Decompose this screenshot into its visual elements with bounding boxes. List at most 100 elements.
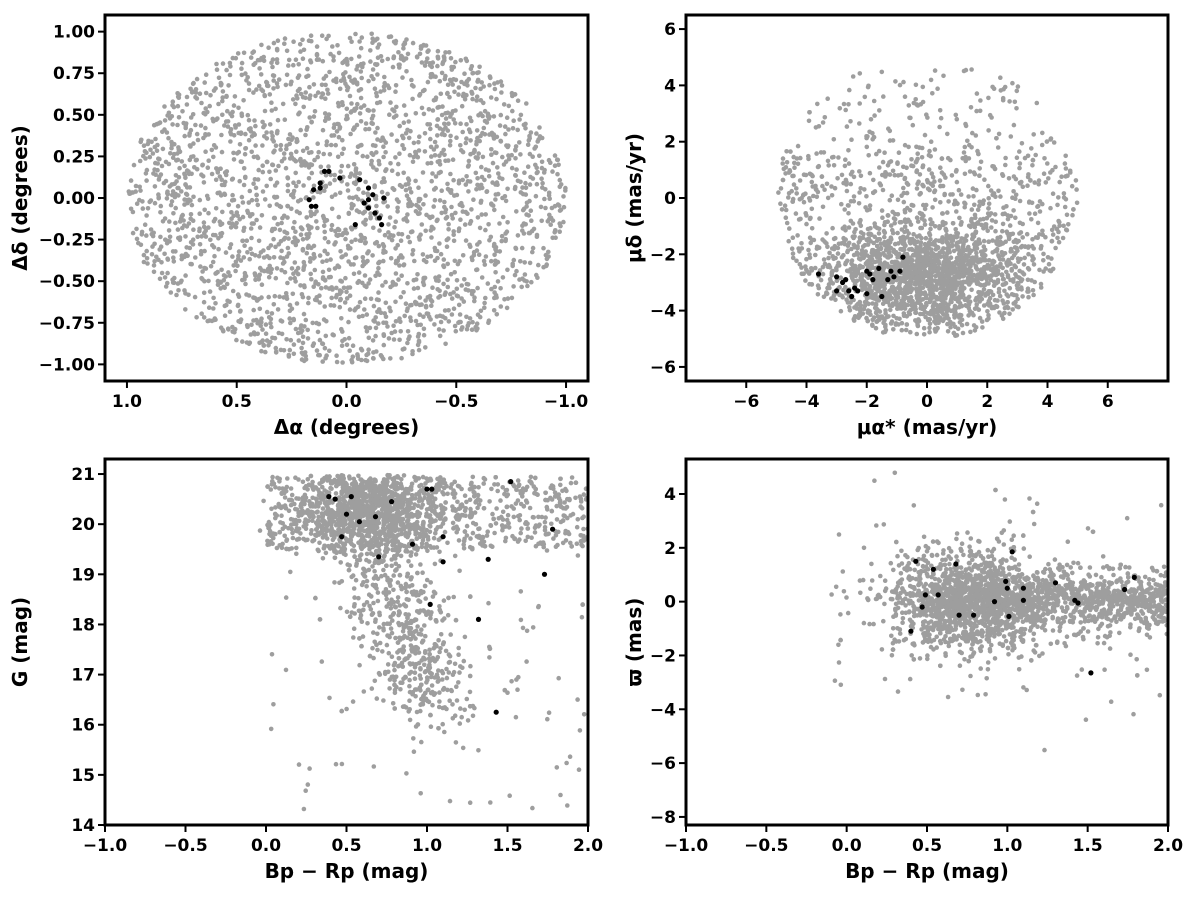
field-star-point <box>1063 153 1068 159</box>
field-star-point <box>858 173 864 179</box>
field-star-point <box>373 143 378 149</box>
field-star-point <box>326 267 332 273</box>
scatter-points <box>126 31 568 365</box>
field-star-point <box>974 302 979 307</box>
field-star-point <box>534 131 539 136</box>
field-star-point <box>396 231 401 237</box>
field-star-point <box>996 188 1001 194</box>
field-star-point <box>912 271 918 276</box>
field-star-point <box>499 83 505 88</box>
field-star-point <box>826 255 831 261</box>
field-star-point <box>285 245 291 251</box>
field-star-point <box>897 306 902 311</box>
field-star-point <box>1042 156 1047 161</box>
field-star-point <box>393 83 399 88</box>
field-star-point <box>283 82 289 88</box>
field-star-point <box>495 165 500 170</box>
field-star-point <box>435 48 441 54</box>
field-star-point <box>356 314 362 320</box>
field-star-point <box>421 275 427 281</box>
field-star-point <box>877 309 883 314</box>
field-star-point <box>1030 163 1035 168</box>
field-star-point <box>936 261 942 267</box>
field-star-point <box>544 262 549 267</box>
field-star-point <box>930 307 936 312</box>
field-star-point <box>500 275 506 280</box>
field-star-point <box>494 312 500 317</box>
field-star-point <box>374 150 379 155</box>
field-star-point <box>846 102 851 107</box>
field-star-point <box>309 170 315 176</box>
field-star-point <box>286 236 291 241</box>
field-star-point <box>970 186 976 191</box>
field-star-point <box>201 224 207 230</box>
field-star-point <box>868 231 874 237</box>
field-star-point <box>1059 174 1064 179</box>
field-star-point <box>439 70 445 76</box>
field-star-point <box>858 255 864 261</box>
field-star-point <box>419 302 424 307</box>
field-star-point <box>813 252 818 258</box>
field-star-point <box>268 321 273 326</box>
field-star-point <box>276 77 282 82</box>
field-star-point <box>936 273 941 278</box>
field-star-point <box>901 164 906 170</box>
field-star-point <box>417 93 422 98</box>
field-star-point <box>213 232 218 238</box>
field-star-point <box>1070 212 1075 218</box>
field-star-point <box>851 194 857 199</box>
field-star-point <box>353 237 358 243</box>
field-star-point <box>428 160 434 166</box>
field-star-point <box>453 210 458 216</box>
field-star-point <box>461 91 466 97</box>
field-star-point <box>131 162 137 168</box>
field-star-point <box>850 74 856 79</box>
member-star-point <box>352 222 358 228</box>
field-star-point <box>864 194 869 199</box>
field-star-point <box>952 296 958 302</box>
field-star-point <box>351 271 357 277</box>
field-star-point <box>138 188 143 193</box>
field-star-point <box>259 282 265 288</box>
field-star-point <box>268 243 274 248</box>
field-star-point <box>264 159 270 165</box>
field-star-point <box>1007 285 1013 291</box>
field-star-point <box>349 171 354 176</box>
field-star-point <box>467 129 473 135</box>
field-star-point <box>289 79 294 85</box>
field-star-point <box>191 141 196 146</box>
field-star-point <box>274 194 280 200</box>
field-star-point <box>247 256 252 262</box>
field-star-point <box>533 193 539 199</box>
field-star-point <box>1009 268 1014 273</box>
field-star-point <box>909 246 914 252</box>
field-star-point <box>417 51 423 57</box>
field-star-point <box>199 172 204 177</box>
field-star-point <box>210 116 215 122</box>
field-star-point <box>941 246 946 251</box>
field-star-point <box>977 299 982 304</box>
field-star-point <box>959 294 964 300</box>
field-star-point <box>272 293 278 299</box>
field-star-point <box>341 75 347 81</box>
field-star-point <box>451 238 457 244</box>
field-star-point <box>270 162 276 168</box>
field-star-point <box>509 295 515 301</box>
field-star-point <box>270 133 275 139</box>
field-star-point <box>179 253 185 258</box>
field-star-point <box>998 75 1003 80</box>
field-star-point <box>1035 235 1040 240</box>
field-star-point <box>490 160 496 166</box>
field-star-point <box>331 78 336 83</box>
field-star-point <box>421 282 427 288</box>
field-star-point <box>262 197 268 202</box>
field-star-point <box>414 202 419 208</box>
field-star-point <box>846 203 851 208</box>
field-star-point <box>284 48 290 54</box>
field-star-point <box>336 50 342 56</box>
field-star-point <box>415 272 420 277</box>
field-star-point <box>333 192 338 197</box>
field-star-point <box>190 237 196 242</box>
field-star-point <box>130 230 136 236</box>
field-star-point <box>1007 223 1013 228</box>
